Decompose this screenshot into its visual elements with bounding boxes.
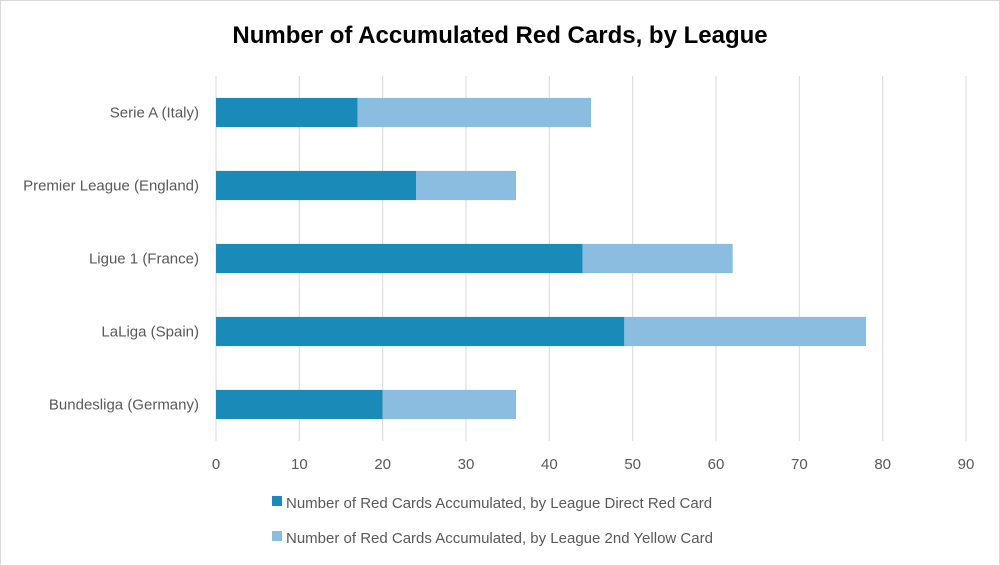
category-label: Ligue 1 (France): [89, 251, 199, 268]
x-tick-label: 90: [958, 456, 975, 473]
bar-second-yellow: [582, 243, 733, 274]
bar-direct-red: [216, 243, 583, 274]
x-tick-label: 30: [458, 456, 475, 473]
x-tick-label: 40: [541, 456, 558, 473]
x-tick-label: 10: [291, 456, 308, 473]
category-label: LaLiga (Spain): [101, 324, 199, 341]
x-tick-label: 70: [791, 456, 808, 473]
bar-second-yellow: [416, 170, 516, 201]
legend: Number of Red Cards Accumulated, by Leag…: [272, 495, 713, 547]
bar-second-yellow: [382, 389, 516, 420]
x-tick-label: 20: [374, 456, 391, 473]
category-label: Serie A (Italy): [110, 105, 199, 122]
category-label: Premier League (England): [23, 178, 199, 195]
x-tick-label: 60: [708, 456, 725, 473]
category-labels: Serie A (Italy) Premier League (England) L…: [23, 105, 199, 414]
bar-direct-red: [216, 316, 625, 347]
bars: [216, 97, 866, 420]
bar-second-yellow: [624, 316, 866, 347]
bar-direct-red: [216, 97, 358, 128]
bar-direct-red: [216, 389, 383, 420]
x-tick-label: 50: [624, 456, 641, 473]
category-label: Bundesliga (Germany): [49, 397, 199, 414]
x-tick-label: 0: [212, 456, 220, 473]
x-tick-label: 80: [874, 456, 891, 473]
legend-label-direct-red: Number of Red Cards Accumulated, by Leag…: [286, 495, 712, 512]
chart-title: Number of Accumulated Red Cards, by Leag…: [232, 22, 767, 49]
bar-direct-red: [216, 170, 416, 201]
legend-swatch-direct-red: [272, 496, 282, 506]
bar-second-yellow: [357, 97, 591, 128]
x-axis-tick-labels: 0 10 20 30 40 50 60 70 80 90: [212, 456, 975, 473]
legend-swatch-second-yellow: [272, 531, 282, 541]
legend-label-second-yellow: Number of Red Cards Accumulated, by Leag…: [286, 530, 713, 547]
